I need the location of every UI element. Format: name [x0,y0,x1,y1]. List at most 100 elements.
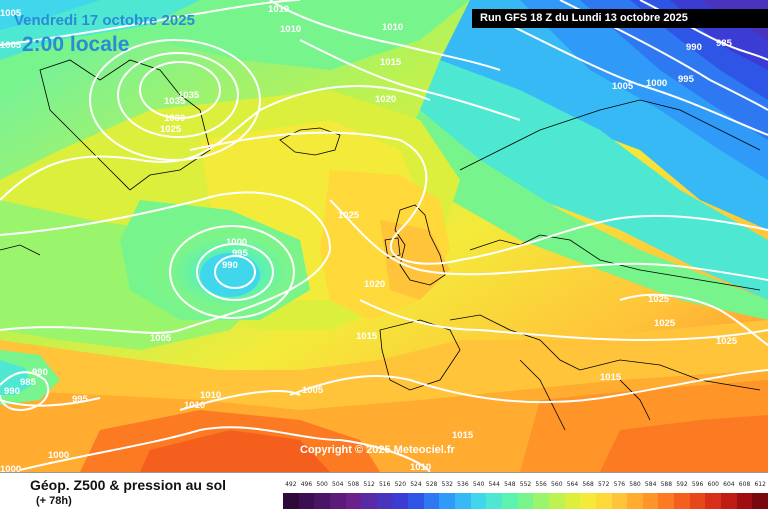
isobar-1015-mediterranean: 1015 [452,430,474,441]
isobar-1015-north: 1015 [380,57,402,68]
isobar-990-low: 990 [222,260,238,271]
legend-swatch-540 [470,493,487,509]
legend-swatch-572 [595,493,613,509]
legend-label-604: 604 [723,481,735,488]
legend-swatch-608 [736,493,753,509]
legend-swatch-500 [314,493,331,509]
legend-label-552: 552 [519,481,532,488]
isobar-990-southwest: 990 [32,367,48,378]
legend-label-496: 496 [300,481,313,488]
isobar-990-northeast: 990 [686,42,702,53]
isobar-1025-atlantic: 1025 [338,210,360,221]
isobar-1005-scandinavia: 1005 [612,81,634,92]
legend-label-608: 608 [738,481,751,488]
legend-bar: Géop. Z500 & pression au sol (+ 78h) 492… [0,472,768,512]
isobar-1025-east-b: 1025 [654,318,676,329]
isobar-1005-left-edge: 1005 [0,40,22,51]
isobar-1010-south-b: 1010 [200,390,221,401]
legend-swatch-516 [376,493,393,509]
legend-label-536: 536 [457,481,469,488]
legend-label-564: 564 [566,481,579,488]
legend-label-596: 596 [691,481,704,488]
forecast-lead-time: (+ 78h) [36,495,72,507]
legend-label-520: 520 [394,481,407,488]
isobar-1010-top-b: 1010 [280,24,301,35]
legend-swatch-584 [642,493,659,509]
legend-label-524: 524 [410,481,422,488]
legend-label-548: 548 [504,481,516,488]
legend-label-576: 576 [613,481,626,488]
legend-swatch-552 [517,493,534,509]
model-run-banner: Run GFS 18 Z du Lundi 13 octobre 2025 [472,9,768,28]
legend-label-568: 568 [582,481,594,488]
legend-swatch-528 [423,493,440,509]
legend-label-572: 572 [597,481,610,488]
legend-swatch-592 [674,493,691,509]
coastlines [0,59,761,431]
legend-swatch-492 [283,493,300,509]
isobar-1020-atlantic: 1020 [364,279,385,290]
legend-swatch-504 [329,493,347,509]
legend-swatch-496 [298,493,315,509]
legend-label-512: 512 [363,481,375,488]
legend-label-532: 532 [441,481,453,488]
legend-swatch-596 [689,493,706,509]
legend-swatch-600 [705,493,722,509]
isobar-985-northeast: 985 [716,38,733,49]
legend-swatch-580 [627,493,644,509]
legend-label-556: 556 [535,481,547,488]
legend-label-600: 600 [707,481,719,488]
isobar-1025-east: 1025 [648,294,670,305]
isobar-1015-balkans: 1015 [600,372,622,383]
isobar-985-southwest: 985 [20,377,37,388]
isobar-1000-southwest: 1000 [48,450,69,461]
isobar-1035-greenland: 1035 [178,90,200,101]
legend-label-580: 580 [629,481,641,488]
legend-label-588: 588 [660,481,673,488]
legend-swatch-564 [564,493,581,509]
map-title: Géop. Z500 & pression au sol [30,477,227,493]
z500-colour-scale: 492 496 500 504 508 512 516 520 524 528 532 536 540 5… [283,481,768,511]
legend-label-560: 560 [551,481,563,488]
legend-swatch-604 [721,493,738,509]
isobar-1005-iberia-west: 1005 [302,385,324,396]
legend-swatch-532 [439,493,456,509]
legend-swatch-524 [408,493,425,509]
legend-swatch-508 [345,493,362,509]
legend-label-500: 500 [316,481,328,488]
isobar-990-southwest-b: 990 [4,386,20,397]
isobar-995-low: 995 [232,248,249,259]
legend-label-516: 516 [378,481,391,488]
legend-swatch-556 [533,493,550,509]
legend-swatch-512 [361,493,378,509]
legend-label-584: 584 [644,481,657,488]
legend-swatch-588 [658,493,675,509]
isobar-1010-top: 1010 [268,4,289,15]
isobar-1030-greenland: 1030 [164,113,185,124]
isobar-995-southwest: 995 [72,394,89,405]
legend-label-504: 504 [332,481,344,488]
legend-swatch-560 [548,493,566,509]
isobar-1015-atlantic: 1015 [356,331,378,342]
isobars [0,0,768,472]
legend-label-544: 544 [488,481,500,488]
isobar-1020-north: 1020 [375,94,396,105]
legend-swatch-544 [486,493,503,509]
isobar-1010-south: 1010 [184,400,205,411]
legend-label-540: 540 [472,481,485,488]
isobar-1000-scandinavia: 1000 [646,78,667,89]
legend-label-528: 528 [425,481,438,488]
copyright-notice: Copyright © 2025 Meteociel.fr [300,444,455,456]
isobar-1005-mid-atlantic: 1005 [150,333,172,344]
isobar-1025-east-c: 1025 [716,336,738,347]
forecast-date: Vendredi 17 octobre 2025 [14,12,195,29]
isobar-1010-north: 1010 [382,22,403,33]
legend-label-592: 592 [676,481,688,488]
isobar-1025-greenland: 1025 [160,124,182,135]
forecast-local-time: 2:00 locale [22,33,130,56]
legend-swatch-520 [392,493,409,509]
isobar-1005-top-left: 1005 [0,8,22,19]
legend-swatch-576 [611,493,628,509]
legend-swatch-568 [580,493,597,509]
